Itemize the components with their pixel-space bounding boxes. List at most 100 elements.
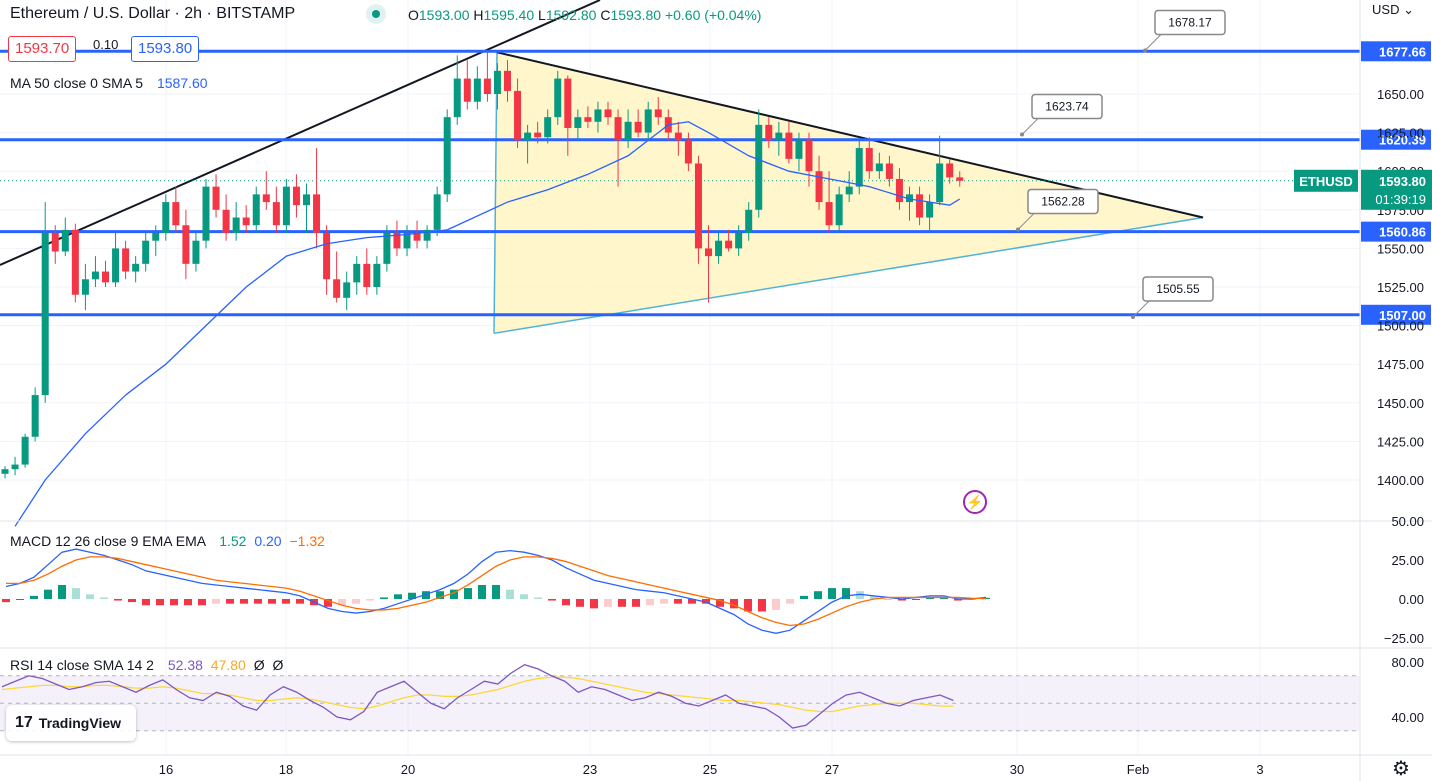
callout-box bbox=[1142, 276, 1214, 302]
callout-box bbox=[1031, 93, 1103, 120]
close-label: C bbox=[600, 7, 611, 23]
macd-histogram-bar bbox=[212, 599, 220, 604]
tradingview-logo-text: TradingView bbox=[38, 715, 122, 731]
price-callout: 1623.74 bbox=[1020, 93, 1103, 137]
macd-histogram-bar bbox=[800, 595, 808, 599]
candle bbox=[805, 132, 813, 187]
candle-body bbox=[885, 163, 893, 179]
macd-legend[interactable]: MACD 12 26 close 9 EMA EMA 1.52 0.20 −1.… bbox=[10, 533, 325, 549]
price-axis-tick: 1550.00 bbox=[1377, 241, 1424, 256]
candle bbox=[946, 158, 954, 184]
candle-body bbox=[845, 186, 853, 195]
candle-body bbox=[132, 263, 140, 272]
candle-body bbox=[705, 248, 712, 257]
high-label: H bbox=[473, 7, 484, 23]
candle-body bbox=[906, 194, 913, 203]
candle bbox=[202, 178, 210, 249]
candle bbox=[755, 109, 763, 218]
candle-body bbox=[323, 232, 331, 280]
level-price-label: 1507.00 bbox=[1379, 308, 1426, 323]
candle bbox=[815, 155, 823, 210]
ma-legend[interactable]: MA 50 close 0 SMA 5 1587.60 bbox=[10, 75, 208, 91]
macd-histogram-bar bbox=[72, 588, 80, 599]
low-label: L bbox=[538, 7, 546, 23]
rsi-axis-tick: 40.00 bbox=[1391, 710, 1424, 725]
candle bbox=[524, 124, 532, 164]
candle bbox=[614, 109, 622, 187]
candle-body bbox=[524, 132, 532, 141]
candle-body bbox=[614, 117, 622, 141]
candle-body bbox=[112, 248, 120, 283]
current-price-label: 1593.80 bbox=[1379, 174, 1426, 189]
candle-body bbox=[534, 132, 542, 138]
macd-histogram-bar bbox=[632, 599, 640, 607]
currency-selector[interactable]: USD ⌄ bbox=[1372, 2, 1414, 18]
candle bbox=[91, 256, 99, 287]
symbol-title[interactable]: Ethereum / U.S. Dollar · 2h · BITSTAMP bbox=[10, 5, 296, 22]
macd-histogram-bar bbox=[716, 599, 724, 607]
candle bbox=[1, 466, 9, 479]
candle-body bbox=[795, 140, 803, 159]
candle bbox=[725, 229, 733, 252]
candle-body bbox=[202, 186, 210, 241]
candle-body bbox=[313, 194, 321, 233]
candle-body bbox=[936, 163, 944, 203]
callout-label: 1562.28 bbox=[1041, 194, 1085, 208]
candle bbox=[845, 171, 853, 203]
candle bbox=[885, 155, 893, 187]
candle-body bbox=[61, 229, 69, 252]
macd-histogram-bar bbox=[520, 594, 528, 599]
candle-body bbox=[182, 225, 190, 264]
candle bbox=[674, 121, 682, 156]
candle bbox=[21, 433, 29, 468]
candle bbox=[765, 117, 773, 149]
lightning-icon[interactable]: ⚡ bbox=[963, 490, 987, 514]
rsi-axis-tick: 80.00 bbox=[1391, 655, 1424, 670]
level-price-tag bbox=[1361, 221, 1431, 242]
macd-histogram-bar bbox=[856, 591, 864, 599]
macd-histogram-bar bbox=[660, 599, 668, 604]
macd-histogram-bar bbox=[772, 599, 780, 610]
callout-label: 1623.74 bbox=[1045, 100, 1089, 114]
price-axis-tick: 1425.00 bbox=[1377, 434, 1424, 449]
candle-body bbox=[262, 194, 270, 203]
rsi-pane bbox=[0, 664, 1360, 732]
macd-signal-value: 0.20 bbox=[254, 533, 282, 549]
macd-label: MACD 12 26 close 9 EMA EMA bbox=[10, 533, 206, 549]
candle-body bbox=[634, 121, 642, 133]
candle bbox=[745, 202, 753, 241]
candle-body bbox=[292, 186, 300, 206]
candle-body bbox=[755, 124, 763, 210]
time-axis-tick: 20 bbox=[401, 762, 415, 777]
candle-body bbox=[654, 109, 662, 118]
callout-label: 1505.55 bbox=[1156, 282, 1200, 296]
level-price-tag bbox=[1361, 304, 1431, 325]
candle-body bbox=[303, 194, 310, 206]
candle-body bbox=[222, 209, 230, 233]
candle bbox=[855, 140, 863, 195]
candle-body bbox=[473, 78, 481, 102]
time-axis-tick: Feb bbox=[1127, 762, 1149, 777]
candle bbox=[694, 155, 702, 264]
candle bbox=[232, 202, 240, 241]
candle-body bbox=[192, 240, 200, 264]
ma-value: 1587.60 bbox=[156, 75, 208, 91]
buy-price-button[interactable]: 1593.80 bbox=[131, 36, 200, 62]
sell-price-button[interactable]: 1593.70 bbox=[8, 36, 77, 62]
price-axis-tick: 1400.00 bbox=[1377, 473, 1424, 488]
callout-pointer bbox=[1144, 32, 1164, 51]
price-axis-tick: 1525.00 bbox=[1377, 280, 1424, 295]
candle-body bbox=[544, 117, 552, 138]
symbol-tag-label: ETHUSD bbox=[1299, 174, 1352, 189]
macd-histogram-bar bbox=[940, 597, 948, 599]
market-status-icon[interactable] bbox=[366, 4, 386, 24]
macd-axis-tick: 0.00 bbox=[1399, 592, 1424, 607]
candle bbox=[936, 135, 944, 206]
rsi-legend[interactable]: RSI 14 close SMA 14 2 52.38 47.80 Ø Ø bbox=[10, 657, 283, 673]
candle bbox=[212, 174, 220, 218]
tradingview-logo[interactable]: 17 TradingView bbox=[6, 705, 136, 741]
macd-histogram-bar bbox=[534, 597, 542, 599]
candle bbox=[684, 132, 692, 172]
gear-icon[interactable]: ⚙ bbox=[1392, 758, 1410, 780]
